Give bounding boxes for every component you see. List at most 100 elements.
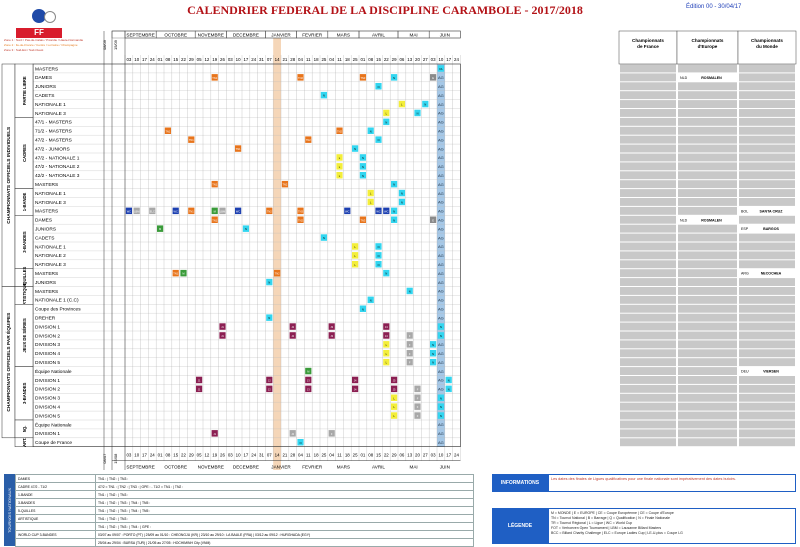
event-label: J1 xyxy=(198,379,201,383)
champ-cell xyxy=(620,153,676,162)
event-cell xyxy=(235,207,242,215)
day-label-footer: 04 xyxy=(298,453,303,458)
national-tour-dates: 25/04 au 29/04 : BURSA (TUR) | 21/05 au … xyxy=(95,538,474,547)
event-cell xyxy=(219,323,226,330)
day-label-footer: 18 xyxy=(345,453,350,458)
event-cell xyxy=(359,163,366,170)
day-label: 08 xyxy=(368,57,373,62)
national-tour-name: CADRE 47/2 - 71/2 xyxy=(15,482,96,491)
row-label: DREHER xyxy=(35,316,56,322)
event-label: L xyxy=(354,263,356,267)
month-footer: AVRIL xyxy=(372,465,385,470)
event-label: N xyxy=(362,156,364,160)
champ-cell xyxy=(739,367,795,375)
national-tour-name: 1-BANDE xyxy=(15,490,96,499)
month-footer: SEPTEMBRE xyxy=(126,465,154,470)
event-label: J4 xyxy=(385,334,388,338)
champ-code: BOL xyxy=(741,209,748,213)
ag-label: AG xyxy=(438,298,444,303)
month-footer: FEVRIER xyxy=(302,465,323,470)
calendar-grid: SEPTEMBRESEPTEMBRE0303101017172424OCTOBR… xyxy=(1,30,797,470)
champ-cell xyxy=(620,198,676,206)
event-cell xyxy=(383,358,390,366)
day-label-footer: 24 xyxy=(454,453,459,458)
event-cell xyxy=(266,385,273,393)
national-tour-name: 3-BANDES xyxy=(15,498,96,507)
event-label: TN1 xyxy=(212,218,217,222)
ag-label: AG xyxy=(438,155,444,160)
event-label: N xyxy=(385,272,387,276)
event-cell xyxy=(164,127,171,134)
champ-cell xyxy=(620,429,676,438)
event-cell xyxy=(367,296,374,304)
day-label: 05 xyxy=(197,57,202,62)
informations-title: INFORMATIONS xyxy=(492,474,548,492)
national-tour-name xyxy=(15,538,96,547)
day-label-footer: 21 xyxy=(282,453,287,458)
event-cell xyxy=(297,439,304,446)
day-label: 06 xyxy=(399,57,404,62)
event-cell xyxy=(352,261,359,268)
white-ball-icon xyxy=(44,11,56,23)
blue-ball-icon xyxy=(32,9,46,23)
day-label: 25 xyxy=(353,57,358,62)
event-label: N xyxy=(378,254,380,258)
row-label: Équipe Nationale xyxy=(35,421,72,428)
event-cell xyxy=(196,385,203,393)
champ-cell xyxy=(678,304,737,313)
row-label: 47/2 - JUNIORS xyxy=(35,146,70,152)
event-label: N xyxy=(440,334,442,338)
event-label: N xyxy=(370,298,372,302)
row-label: Coupe de France xyxy=(35,440,72,446)
national-tour-row: 3-BANDES TN1 : | TN2 : | TN3 : | TN4 : | … xyxy=(15,498,474,507)
section-label: 5-QUILLES xyxy=(22,266,27,288)
event-cell xyxy=(383,118,390,126)
champ-cell xyxy=(739,349,795,358)
event-label: N xyxy=(432,343,434,347)
champ-cell xyxy=(739,189,795,197)
event-label: TN2 xyxy=(306,138,311,142)
event-cell xyxy=(383,207,390,215)
champ-city: VIERSEN xyxy=(763,370,779,374)
day-label-footer: 06 xyxy=(399,453,404,458)
champ-cell xyxy=(739,260,795,269)
day-label-footer: 28 xyxy=(290,453,295,458)
event-cell xyxy=(406,350,413,357)
event-label: N xyxy=(378,138,380,142)
champ-cell xyxy=(678,100,737,108)
row-label: JUNIORS xyxy=(35,227,56,233)
day-label-footer: 19 xyxy=(212,453,217,458)
national-tour-row: DAMES TN1 : | TN2 : | TN3 : xyxy=(15,474,474,483)
champ-code: NLD xyxy=(680,76,688,80)
event-cell xyxy=(188,207,195,215)
ag-label: AG xyxy=(438,244,444,249)
event-label: J4 xyxy=(385,325,388,329)
event-label: TN1 xyxy=(165,129,170,133)
month-footer: MAI xyxy=(410,465,418,470)
ag-label: AG xyxy=(438,226,444,231)
ag-label: AG xyxy=(438,120,444,125)
event-label: TN2 xyxy=(298,76,303,80)
event-label: N xyxy=(448,379,450,383)
day-label: 28 xyxy=(290,57,295,62)
champ-cell xyxy=(739,82,795,91)
event-label: L xyxy=(339,165,341,169)
row-label: DIVISION 1 xyxy=(35,431,60,437)
champ-cell xyxy=(620,117,676,126)
day-label: 17 xyxy=(243,57,248,62)
row-label: DIVISION 4 xyxy=(35,351,60,357)
event-cell xyxy=(235,145,242,152)
event-cell xyxy=(437,403,444,410)
event-cell xyxy=(305,376,312,384)
event-cell xyxy=(274,269,281,277)
champ-cell xyxy=(739,295,795,304)
day-label-footer: 31 xyxy=(259,453,264,458)
champ-cell xyxy=(678,198,737,206)
champ-cell xyxy=(678,135,737,144)
champ-cell xyxy=(678,126,737,135)
event-cell xyxy=(320,234,327,241)
event-cell xyxy=(391,394,398,401)
event-cell xyxy=(133,207,140,215)
champ-header: Championnats xyxy=(632,38,664,43)
event-label: N xyxy=(432,361,434,365)
